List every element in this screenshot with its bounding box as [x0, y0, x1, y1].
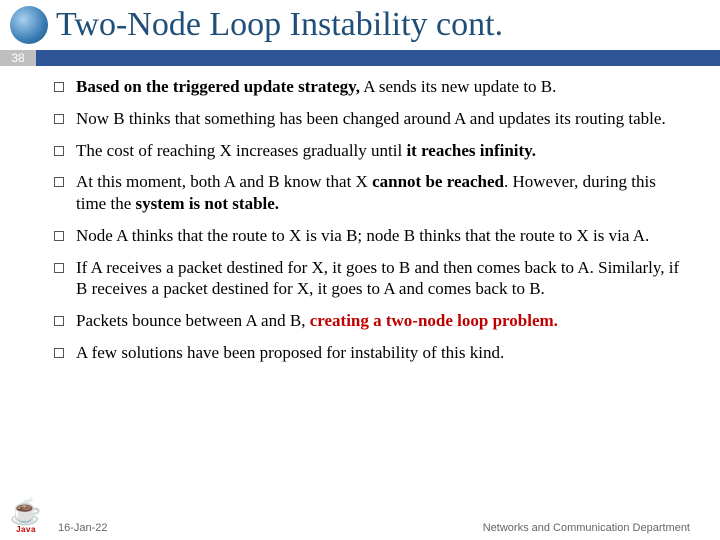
footer: 16-Jan-22 Networks and Communication Dep…	[0, 514, 720, 534]
content-area: Based on the triggered update strategy, …	[0, 66, 720, 540]
number-bar: 38	[0, 50, 720, 66]
bullet-item: The cost of reaching X increases gradual…	[54, 140, 690, 162]
bullet-item: A few solutions have been proposed for i…	[54, 342, 690, 364]
footer-dept: Networks and Communication Department	[483, 522, 690, 534]
bullet-text: At this moment, both A and B know that X…	[76, 171, 690, 215]
bullet-box-icon	[54, 114, 64, 124]
globe-icon	[10, 6, 48, 44]
bullet-text: A few solutions have been proposed for i…	[76, 342, 504, 364]
bullet-box-icon	[54, 177, 64, 187]
bullet-box-icon	[54, 231, 64, 241]
bullet-box-icon	[54, 263, 64, 273]
title-row: Two-Node Loop Instability cont.	[0, 0, 720, 44]
bullet-text: Packets bounce between A and B, creating…	[76, 310, 558, 332]
slide-title: Two-Node Loop Instability cont.	[56, 6, 503, 44]
slide: Two-Node Loop Instability cont. 38 Based…	[0, 0, 720, 540]
bullet-item: Based on the triggered update strategy, …	[54, 76, 690, 98]
bullet-text: Node A thinks that the route to X is via…	[76, 225, 649, 247]
bullet-text: The cost of reaching X increases gradual…	[76, 140, 536, 162]
bullet-text: Now B thinks that something has been cha…	[76, 108, 666, 130]
bullet-box-icon	[54, 348, 64, 358]
bullet-item: Now B thinks that something has been cha…	[54, 108, 690, 130]
slide-number-badge: 38	[0, 50, 36, 66]
bullet-item: Packets bounce between A and B, creating…	[54, 310, 690, 332]
footer-date: 16-Jan-22	[58, 522, 108, 534]
bullet-text: Based on the triggered update strategy, …	[76, 76, 556, 98]
bullet-box-icon	[54, 316, 64, 326]
bullet-item: At this moment, both A and B know that X…	[54, 171, 690, 215]
bullet-item: Node A thinks that the route to X is via…	[54, 225, 690, 247]
bullet-item: If A receives a packet destined for X, i…	[54, 257, 690, 301]
bullet-box-icon	[54, 146, 64, 156]
bullet-text: If A receives a packet destined for X, i…	[76, 257, 690, 301]
bullet-box-icon	[54, 82, 64, 92]
